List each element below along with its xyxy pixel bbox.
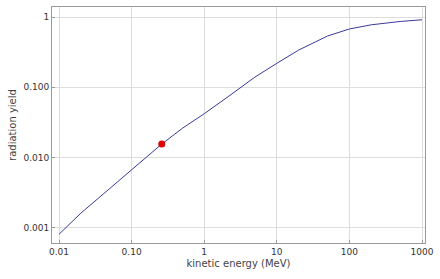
svg-text:kinetic energy (MeV): kinetic energy (MeV) bbox=[187, 258, 291, 269]
svg-text:1: 1 bbox=[43, 12, 49, 22]
svg-text:0.01: 0.01 bbox=[49, 247, 69, 257]
svg-text:0.001: 0.001 bbox=[23, 223, 49, 233]
svg-text:100: 100 bbox=[341, 247, 358, 257]
svg-text:0.010: 0.010 bbox=[23, 153, 49, 163]
svg-text:0.100: 0.100 bbox=[23, 82, 49, 92]
svg-text:10: 10 bbox=[271, 247, 283, 257]
svg-text:1000: 1000 bbox=[411, 247, 434, 257]
svg-text:0.10: 0.10 bbox=[122, 247, 142, 257]
svg-text:radiation yield: radiation yield bbox=[7, 89, 18, 161]
svg-text:1: 1 bbox=[201, 247, 207, 257]
